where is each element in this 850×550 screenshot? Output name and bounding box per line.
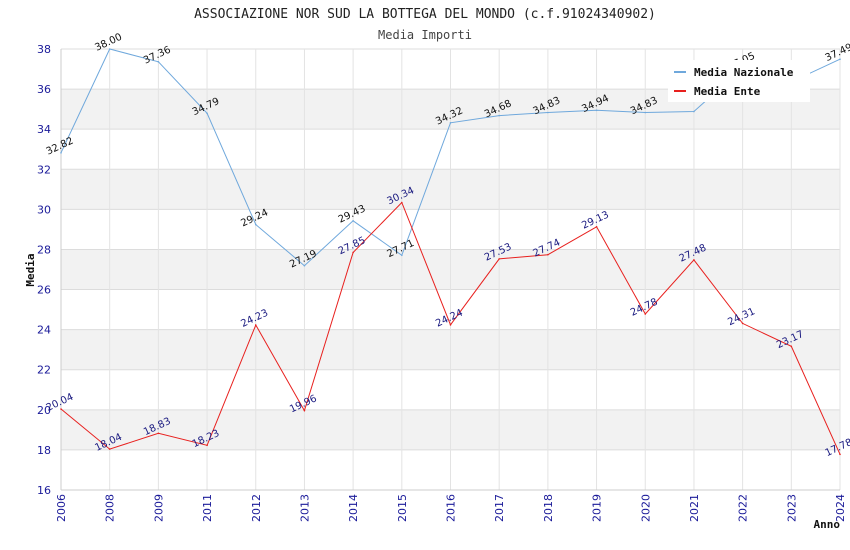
data-point bbox=[303, 264, 306, 267]
data-point bbox=[254, 223, 257, 226]
data-point bbox=[206, 444, 208, 447]
x-tick-label: 2022 bbox=[737, 494, 750, 522]
y-tick-label: 38 bbox=[37, 43, 51, 56]
x-tick-label: 2015 bbox=[396, 494, 409, 522]
data-point bbox=[157, 61, 160, 63]
data-label: 24.24 bbox=[434, 308, 465, 330]
x-tick-label: 2013 bbox=[298, 494, 311, 522]
data-point bbox=[547, 253, 549, 256]
y-tick-label: 26 bbox=[37, 284, 51, 297]
legend-box bbox=[668, 60, 810, 102]
data-point bbox=[303, 409, 306, 412]
x-tick-label: 2021 bbox=[688, 494, 701, 522]
x-tick-label: 2019 bbox=[591, 494, 604, 522]
y-tick-label: 32 bbox=[37, 163, 51, 176]
x-tick-label: 2016 bbox=[445, 494, 458, 522]
data-point bbox=[498, 114, 500, 117]
x-tick-label: 2020 bbox=[639, 494, 652, 522]
chart-subtitle: Media Importi bbox=[378, 28, 472, 42]
data-point bbox=[449, 324, 452, 326]
x-axis-label: Anno bbox=[814, 518, 841, 531]
data-point bbox=[498, 258, 500, 260]
x-tick-label: 2006 bbox=[55, 494, 68, 522]
y-axis-label: Media bbox=[24, 253, 37, 286]
data-point bbox=[595, 226, 598, 228]
x-tick-label: 2012 bbox=[250, 494, 263, 522]
data-point bbox=[108, 48, 111, 50]
x-tick-label: 2023 bbox=[785, 494, 798, 522]
y-tick-label: 36 bbox=[37, 83, 51, 96]
data-label: 29.24 bbox=[239, 207, 270, 229]
data-point bbox=[547, 111, 549, 114]
y-tick-label: 30 bbox=[37, 203, 51, 216]
legend-item-label: Media Nazionale bbox=[694, 66, 794, 79]
data-label: 24.31 bbox=[726, 306, 757, 328]
data-label: 24.78 bbox=[629, 297, 660, 319]
data-point bbox=[352, 251, 354, 254]
data-point bbox=[206, 112, 208, 115]
data-point bbox=[157, 432, 160, 435]
data-label: 32.82 bbox=[45, 136, 76, 158]
x-tick-label: 2009 bbox=[152, 494, 165, 522]
chart-title: ASSOCIAZIONE NOR SUD LA BOTTEGA DEL MOND… bbox=[194, 7, 656, 22]
data-point bbox=[254, 324, 257, 326]
data-point bbox=[839, 453, 841, 456]
data-point bbox=[401, 254, 403, 257]
data-point bbox=[693, 259, 695, 261]
y-tick-label: 22 bbox=[37, 364, 51, 377]
legend: Media Nazionale Media Ente bbox=[668, 60, 810, 102]
data-point bbox=[60, 408, 62, 410]
data-point bbox=[595, 109, 598, 112]
y-tick-label: 34 bbox=[37, 123, 51, 136]
x-tick-label: 2014 bbox=[347, 494, 360, 522]
y-tick-label: 16 bbox=[37, 484, 51, 497]
x-tick-label: 2024 bbox=[834, 494, 847, 522]
x-tick-label: 2018 bbox=[542, 494, 555, 522]
x-tick-label: 2008 bbox=[104, 494, 117, 522]
legend-item-label: Media Ente bbox=[694, 85, 761, 98]
x-tick-label: 2017 bbox=[493, 494, 506, 522]
x-tick-label: 2011 bbox=[201, 494, 214, 522]
data-label: 29.13 bbox=[580, 210, 611, 232]
data-label: 37.36 bbox=[142, 45, 173, 67]
data-point bbox=[352, 219, 354, 222]
data-point bbox=[644, 313, 647, 315]
y-tick-label: 20 bbox=[37, 404, 51, 417]
data-point bbox=[693, 110, 695, 113]
y-tick-label: 24 bbox=[37, 324, 51, 337]
data-point bbox=[644, 111, 647, 114]
data-point bbox=[839, 58, 841, 61]
data-point bbox=[790, 345, 793, 348]
y-tick-label: 18 bbox=[37, 444, 51, 457]
data-point bbox=[401, 201, 403, 204]
data-point bbox=[60, 152, 62, 154]
data-point bbox=[108, 448, 111, 450]
data-point bbox=[449, 121, 452, 124]
y-tick-label: 28 bbox=[37, 243, 51, 256]
grid-lines bbox=[60, 48, 841, 491]
data-point bbox=[741, 322, 744, 325]
